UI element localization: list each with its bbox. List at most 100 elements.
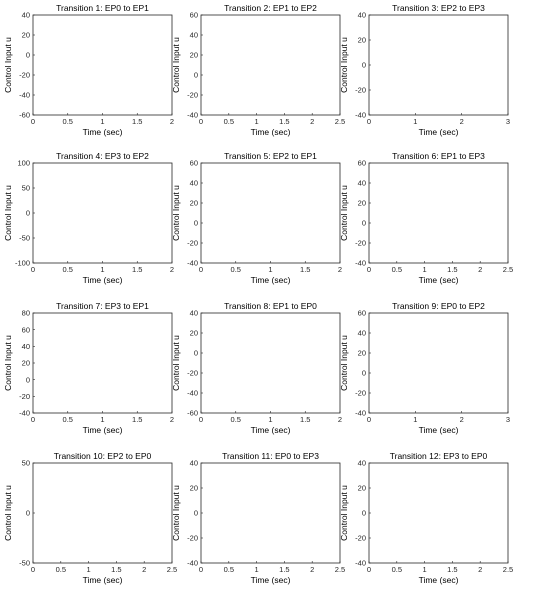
y-tick-label: -20 (187, 239, 198, 248)
subplot-5: 0 0.5 1 1.5 2 -40 -20 0 20 40 60 Transition 5: EP2 … (171, 151, 342, 285)
y-tick-label: 20 (190, 329, 198, 338)
y-axis-label: Control Input u (339, 37, 349, 93)
chart-title: Transition 6: EP1 to EP3 (392, 151, 485, 161)
y-tick-label: 40 (358, 179, 366, 188)
x-tick-label: 1.5 (447, 265, 457, 274)
x-tick-label: 2.5 (335, 117, 345, 126)
x-tick-label: 0 (367, 117, 371, 126)
y-tick-label: 0 (194, 349, 198, 358)
y-tick-label: -50 (19, 559, 30, 568)
y-tick-label: 100 (17, 159, 30, 168)
y-axis-label: Control Input u (339, 185, 349, 241)
y-tick-label: 60 (190, 11, 198, 20)
y-tick-label: 40 (190, 309, 198, 318)
y-tick-label: -40 (19, 91, 30, 100)
x-tick-label: 0.5 (231, 265, 241, 274)
x-tick-label: 0 (31, 117, 35, 126)
plot-frame (32, 14, 173, 116)
plot-frame (368, 312, 509, 414)
x-tick-label: 1 (268, 265, 272, 274)
y-tick-label: 40 (22, 11, 30, 20)
y-tick-label: 60 (22, 325, 30, 334)
x-tick-label: 0 (367, 265, 371, 274)
x-tick-label: 2 (310, 117, 314, 126)
chart-title: Transition 10: EP2 to EP0 (54, 451, 152, 461)
x-tick-label: 0 (367, 565, 371, 574)
y-tick-label: 0 (362, 219, 366, 228)
x-tick-label: 1 (255, 565, 259, 574)
x-tick-label: 2.5 (167, 565, 177, 574)
x-tick-label: 2 (478, 565, 482, 574)
y-tick-label: -20 (355, 239, 366, 248)
x-tick-label: 1.5 (279, 117, 289, 126)
subplot-12: 0 0.5 1 1.5 2 2.5 -40 -20 0 20 40 Transition 12: EP… (339, 451, 513, 585)
y-tick-label: 40 (358, 329, 366, 338)
y-axis-label: Control Input u (3, 185, 13, 241)
chart-title: Transition 9: EP0 to EP2 (392, 301, 485, 311)
x-tick-label: 0.5 (63, 117, 73, 126)
x-tick-label: 2 (142, 565, 146, 574)
y-tick-label: 40 (190, 31, 198, 40)
x-tick-label: 0 (199, 265, 203, 274)
x-tick-label: 1.5 (132, 265, 142, 274)
y-tick-label: 20 (358, 199, 366, 208)
y-tick-label: -40 (187, 111, 198, 120)
x-tick-label: 1 (87, 565, 91, 574)
x-axis-label: Time (sec) (83, 275, 123, 285)
chart-title: Transition 4: EP3 to EP2 (56, 151, 149, 161)
x-tick-label: 1 (100, 415, 104, 424)
y-tick-label: -40 (355, 559, 366, 568)
x-tick-label: 1.5 (132, 117, 142, 126)
y-tick-label: -40 (355, 111, 366, 120)
x-tick-label: 2 (460, 117, 464, 126)
x-tick-label: 2 (478, 265, 482, 274)
x-tick-label: 1.5 (111, 565, 121, 574)
x-tick-label: 3 (506, 117, 510, 126)
y-tick-label: 0 (26, 375, 30, 384)
x-axis-label: Time (sec) (419, 425, 459, 435)
subplot-2: 0 0.5 1 1.5 2 2.5 -40 -20 0 20 40 60 Transition 2: E… (171, 3, 345, 137)
x-tick-label: 1.5 (447, 565, 457, 574)
y-tick-label: -60 (187, 409, 198, 418)
y-tick-label: -20 (355, 534, 366, 543)
x-axis-label: Time (sec) (83, 425, 123, 435)
y-tick-label: -20 (355, 389, 366, 398)
y-tick-label: -20 (19, 392, 30, 401)
x-tick-label: 1 (100, 265, 104, 274)
subplot-7: 0 0.5 1 1.5 2 -40 -20 0 20 40 60 80 Transition 7: EP… (3, 301, 174, 435)
x-tick-label: 0.5 (231, 415, 241, 424)
x-axis-label: Time (sec) (251, 127, 291, 137)
y-axis-label: Control Input u (3, 335, 13, 391)
y-tick-label: 60 (358, 159, 366, 168)
chart-title: Transition 2: EP1 to EP2 (224, 3, 317, 13)
x-tick-label: 2.5 (503, 565, 513, 574)
x-tick-label: 0 (199, 565, 203, 574)
x-tick-label: 2 (338, 265, 342, 274)
subplot-3: 0 1 2 3 -40 -20 0 20 40 Transition 3: EP2 to EP3 T… (339, 3, 510, 137)
x-tick-label: 0 (199, 117, 203, 126)
subplot-6: 0 0.5 1 1.5 2 2.5 -40 -20 0 20 40 60 Transition 6: E… (339, 151, 513, 285)
y-axis-label: Control Input u (339, 485, 349, 541)
subplot-11: 0 0.5 1 1.5 2 2.5 -40 -20 0 20 40 Transition 11: EP… (171, 451, 345, 585)
subplot-4: 0 0.5 1 1.5 2 -100 -50 0 50 100 Transition 4: EP3 … (3, 151, 174, 285)
subplot-9: 0 1 2 3 -40 -20 0 20 40 60 Transition 9: EP0 to EP… (339, 301, 510, 435)
plot-frame (32, 162, 173, 264)
y-axis-label: Control Input u (339, 335, 349, 391)
chart-title: Transition 12: EP3 to EP0 (390, 451, 488, 461)
y-tick-label: 20 (358, 484, 366, 493)
x-tick-label: 0 (31, 565, 35, 574)
y-tick-label: 0 (362, 509, 366, 518)
chart-title: Transition 11: EP0 to EP3 (222, 451, 319, 461)
y-tick-label: 0 (362, 369, 366, 378)
x-tick-label: 1 (100, 117, 104, 126)
y-tick-label: -40 (19, 409, 30, 418)
plot-frame (368, 162, 509, 264)
y-tick-label: 50 (22, 459, 30, 468)
x-axis-label: Time (sec) (419, 575, 459, 585)
x-tick-label: 0.5 (56, 565, 66, 574)
y-tick-label: 0 (194, 219, 198, 228)
y-tick-label: 20 (22, 31, 30, 40)
x-tick-label: 0.5 (224, 565, 234, 574)
